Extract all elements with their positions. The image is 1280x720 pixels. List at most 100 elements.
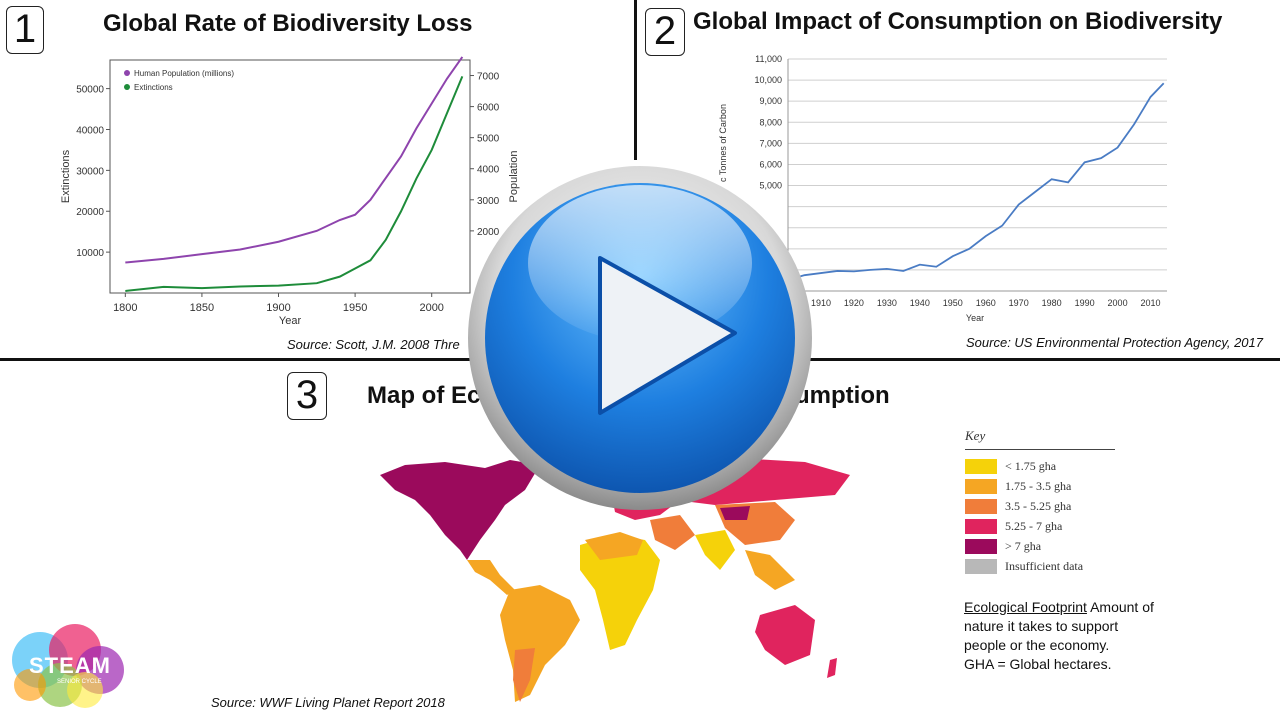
y-tick-label: 5,000 [759,181,782,191]
key-row: 5.25 - 7 gha [965,518,1062,534]
y-tick-label: 6,000 [759,159,782,169]
map-north-africa [585,532,643,560]
key-swatch [965,478,997,494]
y2-tick-label: 4000 [477,165,500,176]
map-middle-east [650,515,695,550]
key-swatch [965,518,997,534]
biodiversity-loss-chart: 1800 1850 1900 1950 2000 10000 20000 30000 40000… [60,56,520,327]
vertical-divider [634,0,637,160]
x-tick-label: 1850 [190,302,214,314]
x-tick-label: 1910 [811,298,831,308]
x-tick-label: 1970 [1009,298,1029,308]
y-tick-label: 9,000 [759,96,782,106]
play-video-button[interactable] [465,163,815,513]
panel3-title-left: Map of Ec [367,382,481,409]
x-axis-label: Year [966,313,984,323]
y-tick-label: 40000 [76,125,104,136]
x-axis-label: Year [279,315,302,327]
map-north-america [380,460,540,560]
legend-marker [124,70,130,76]
key-row: > 7 gha [965,538,1041,554]
y2-tick-label: 7000 [477,72,500,83]
gha-note: GHA = Global hectares. [964,656,1112,672]
plot-frame [109,59,471,294]
map-south-america [500,585,580,702]
y-tick-label: 20000 [76,207,104,218]
key-row: 3.5 - 5.25 gha [965,498,1071,514]
panel1-number: 1 [6,6,44,54]
y2-tick-label: 2000 [477,227,500,238]
x-tick-label: 1990 [1075,298,1095,308]
map-africa [580,535,660,650]
panel3-title-right: umption [795,382,890,409]
play-button-graphic [468,166,812,510]
key-underline [965,449,1115,450]
map-new-zealand [827,658,837,678]
legend-label: Human Population (millions) [134,69,234,78]
carbon-emissions-chart: 5,000 6,000 7,000 8,000 9,000 10,000 11,000 191… [718,54,1167,323]
logo-subtext: SENIOR CYCLE [57,679,102,685]
map-central-america [467,560,515,595]
y-axis-label: c Tonnes of Carbon [718,104,728,182]
x-tick-label: 2000 [419,302,443,314]
y-tick-label: 10,000 [754,75,782,85]
key-label: Insufficient data [1005,558,1084,573]
panel1-source: Source: Scott, J.M. 2008 Thre [287,337,460,352]
y-tick-label: 11,000 [755,54,782,64]
key-swatch [965,558,997,574]
panel2-number: 2 [645,8,685,56]
key-label: 3.5 - 5.25 gha [1005,498,1072,513]
key-row: Insufficient data [965,558,1083,574]
x-tick-label: 1920 [844,298,864,308]
y2-tick-label: 3000 [477,196,500,207]
panel1-title: Global Rate of Biodiversity Loss [103,10,473,37]
ecological-footprint-definition: Ecological Footprint Amount of nature it… [964,598,1164,674]
panel2-source: Source: US Environmental Protection Agen… [966,335,1263,350]
y-tick-label: 7,000 [759,138,782,148]
panel2-title: Global Impact of Consumption on Biodiver… [693,8,1223,35]
logo-text: STEAM [29,653,111,678]
panel3-source: Source: WWF Living Planet Report 2018 [211,695,445,710]
key-label: > 7 gha [1005,538,1042,553]
definition-term: Ecological Footprint [964,599,1087,615]
key-title: Key [965,428,986,443]
x-tick-label: 2000 [1108,298,1128,308]
map-southeast-asia [745,550,795,590]
legend-marker [124,84,130,90]
x-tick-label: 1800 [113,302,137,314]
key-swatch [965,458,997,474]
map-mongolia [720,506,750,520]
key-label: < 1.75 gha [1005,458,1057,473]
y2-axis-label: Population [508,151,520,203]
key-row: < 1.75 gha [965,458,1056,474]
x-tick-label: 2010 [1141,298,1161,308]
x-tick-label: 1960 [976,298,996,308]
y2-tick-label: 5000 [477,134,500,145]
logo-splash-graphic [12,624,124,708]
legend-label: Extinctions [134,83,173,92]
key-label: 1.75 - 3.5 gha [1005,478,1072,493]
map-key: Key < 1.75 gha 1.75 - 3.5 gha 3.5 - 5.25 g… [965,428,1115,578]
panel3-number: 3 [287,372,327,420]
series-line-1 [787,82,1165,281]
y-tick-label: 50000 [76,85,104,96]
y-tick-label: 8,000 [759,117,782,127]
y-tick-label: 10000 [76,248,104,259]
x-tick-label: 1950 [343,302,367,314]
x-tick-label: 1980 [1042,298,1062,308]
map-south-america-south [513,648,535,702]
steam-logo: STEAM SENIOR CYCLE [5,615,135,715]
key-swatch [965,538,997,554]
key-swatch [965,498,997,514]
key-row: 1.75 - 3.5 gha [965,478,1071,494]
map-south-asia [695,530,735,570]
key-label: 5.25 - 7 gha [1005,518,1063,533]
definition-text: Amount of nature it takes to support peo… [964,599,1154,653]
x-tick-label: 1930 [877,298,897,308]
y-tick-label: 30000 [76,166,104,177]
x-tick-label: 1900 [266,302,290,314]
x-tick-label: 1950 [943,298,963,308]
x-tick-label: 1940 [910,298,930,308]
play-icon [598,256,737,415]
y-axis-label: Extinctions [60,149,72,203]
